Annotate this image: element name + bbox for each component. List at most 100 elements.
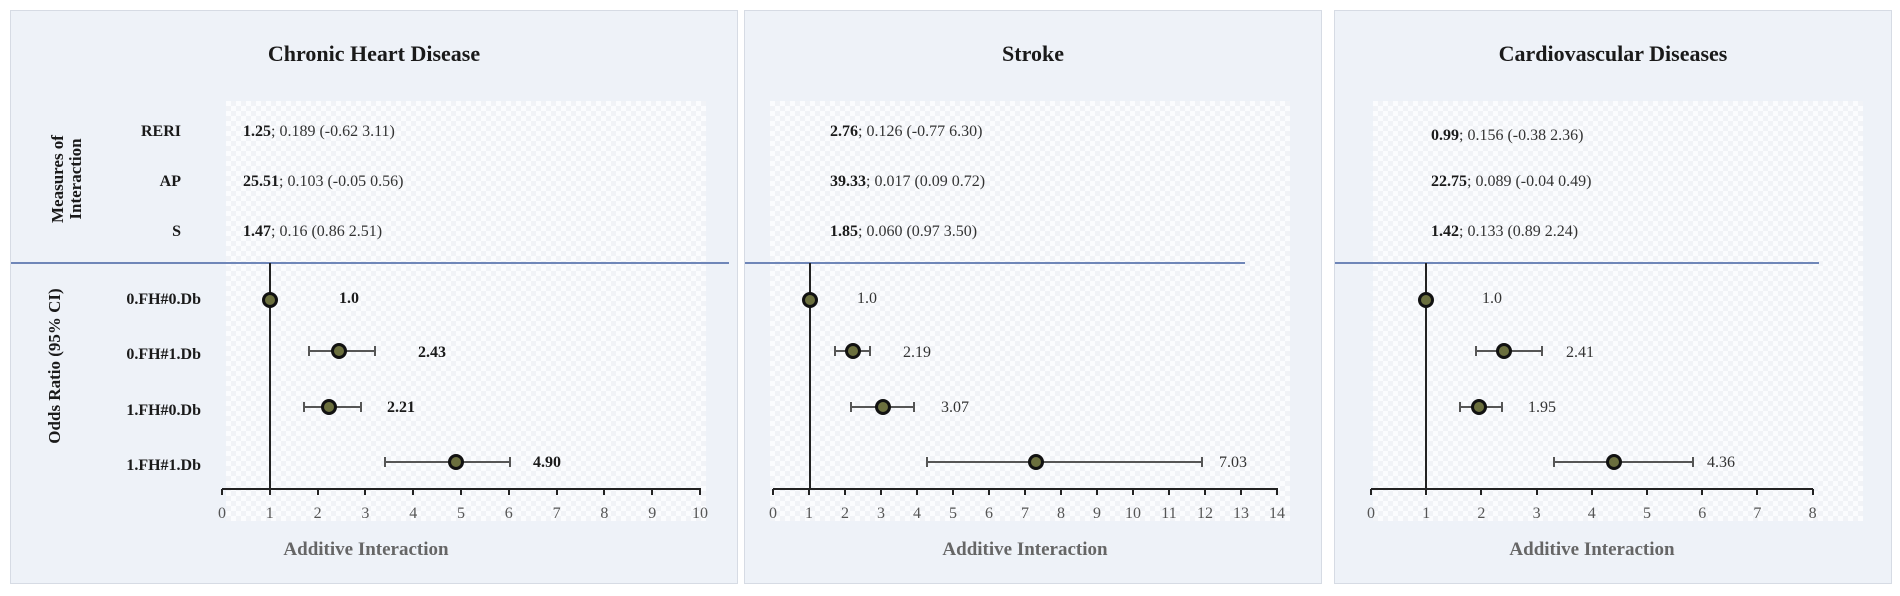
- reference-line: [809, 263, 811, 489]
- x-tick-label: 14: [1269, 505, 1285, 522]
- ci-cap: [360, 402, 362, 412]
- ci-cap: [926, 457, 928, 467]
- x-tick-label: 8: [600, 505, 609, 522]
- measure-value-ap: 22.75; 0.089 (-0.04 0.49): [1431, 173, 1592, 190]
- ci-cap: [1541, 346, 1543, 356]
- or-value-label: 2.19: [903, 344, 931, 361]
- point-marker: [331, 343, 347, 359]
- x-tick-label: 0: [769, 505, 777, 522]
- row-label: 1.FH#0.Db: [126, 402, 201, 419]
- panel-chronic-heart-disease: Chronic Heart Disease Measures of Intera…: [10, 10, 738, 584]
- x-tick-label: 6: [504, 505, 513, 522]
- measure-label-ap: AP: [159, 173, 181, 190]
- x-tick: [1168, 489, 1170, 495]
- point-marker: [802, 292, 818, 308]
- x-tick-label: 1: [265, 505, 274, 522]
- ci-cap: [1501, 402, 1503, 412]
- x-tick-label: 10: [1125, 505, 1141, 522]
- x-tick: [460, 489, 462, 495]
- x-tick-label: 2: [841, 505, 849, 522]
- measure-value-s: 1.42; 0.133 (0.89 2.24): [1431, 223, 1579, 240]
- point-marker: [321, 399, 337, 415]
- measure-value-reri: 1.25; 0.189 (-0.62 3.11): [243, 123, 395, 140]
- x-tick: [952, 489, 954, 495]
- measure-value-reri: 0.99; 0.156 (-0.38 2.36): [1431, 127, 1584, 144]
- x-tick-label: 2: [313, 505, 322, 522]
- section-divider: [745, 262, 1245, 264]
- x-tick: [1590, 489, 1593, 495]
- x-tick-label: 8: [1808, 505, 1817, 522]
- or-value-label: 3.07: [941, 399, 969, 416]
- x-tick: [1060, 489, 1062, 495]
- section-divider: [1335, 262, 1819, 264]
- point-marker: [1471, 399, 1487, 415]
- point-marker: [1418, 292, 1434, 308]
- measure-label-s: S: [172, 223, 181, 240]
- x-tick-label: 7: [552, 505, 561, 522]
- measure-value-ap: 39.33; 0.017 (0.09 0.72): [830, 173, 986, 190]
- x-tick: [1646, 489, 1648, 495]
- x-tick: [555, 489, 558, 495]
- x-tick-label: 10: [692, 505, 708, 522]
- x-tick: [507, 489, 510, 495]
- ci-cap: [303, 402, 305, 412]
- ci-cap: [850, 402, 852, 412]
- point-marker: [875, 399, 891, 415]
- or-value-label: 1.0: [857, 290, 877, 307]
- x-tick: [1024, 489, 1026, 495]
- x-tick-label: 2: [1477, 505, 1486, 522]
- x-tick: [1276, 489, 1278, 495]
- x-tick: [1756, 489, 1759, 495]
- panel-title: Cardiovascular Diseases: [1498, 41, 1728, 66]
- x-tick: [844, 489, 846, 495]
- row-label: 0.FH#1.Db: [126, 346, 201, 363]
- x-tick: [221, 489, 223, 495]
- plot-area: [226, 101, 706, 521]
- or-value-label: 4.90: [533, 454, 561, 471]
- ci-whisker: [384, 461, 510, 463]
- x-tick: [1480, 489, 1483, 495]
- or-value-label: 1.0: [1482, 290, 1502, 307]
- ci-cap: [913, 402, 915, 412]
- x-tick: [412, 489, 415, 495]
- x-tick: [808, 489, 810, 495]
- x-tick-label: 1: [1422, 505, 1431, 522]
- measures-group-label: Measures of Interaction: [48, 135, 85, 223]
- measure-value-ap: 25.51; 0.103 (-0.05 0.56): [243, 173, 404, 190]
- measure-label-reri: RERI: [140, 123, 181, 140]
- panel-cardiovascular-diseases: Cardiovascular Diseases 0.99; 0.156 (-0.…: [1334, 10, 1892, 584]
- x-tick: [603, 489, 606, 495]
- x-tick: [916, 489, 918, 495]
- x-tick: [880, 489, 882, 495]
- x-tick-label: 4: [1587, 505, 1596, 522]
- or-value-label: 4.36: [1707, 454, 1735, 471]
- section-divider: [11, 262, 729, 264]
- x-tick-label: 11: [1161, 505, 1177, 522]
- measure-value-s: 1.47; 0.16 (0.86 2.51): [243, 223, 383, 240]
- x-tick-label: 5: [949, 505, 957, 522]
- x-tick: [1701, 489, 1704, 495]
- ci-cap: [834, 346, 836, 356]
- x-tick-label: 5: [457, 505, 465, 522]
- ci-cap: [1459, 402, 1461, 412]
- point-marker: [262, 292, 278, 308]
- x-tick: [699, 489, 701, 495]
- ci-whisker: [1553, 461, 1693, 463]
- x-tick-label: 6: [985, 505, 993, 522]
- x-tick: [1204, 489, 1206, 495]
- or-value-label: 1.0: [339, 290, 359, 307]
- x-tick-label: 4: [409, 505, 418, 522]
- x-tick: [1240, 489, 1242, 495]
- row-label: 0.FH#0.Db: [126, 291, 201, 308]
- x-tick-label: 0: [1367, 505, 1375, 522]
- ci-cap: [1201, 457, 1203, 467]
- x-tick: [316, 489, 319, 495]
- panel-title: Chronic Heart Disease: [267, 41, 481, 66]
- x-axis-title: Additive Interaction: [1509, 539, 1675, 560]
- x-tick-label: 7: [1021, 505, 1029, 522]
- ci-cap: [869, 346, 871, 356]
- or-value-label: 2.41: [1566, 344, 1594, 361]
- x-axis-title: Additive Interaction: [942, 539, 1108, 560]
- plot-area: [1373, 101, 1863, 521]
- x-tick: [1535, 489, 1538, 495]
